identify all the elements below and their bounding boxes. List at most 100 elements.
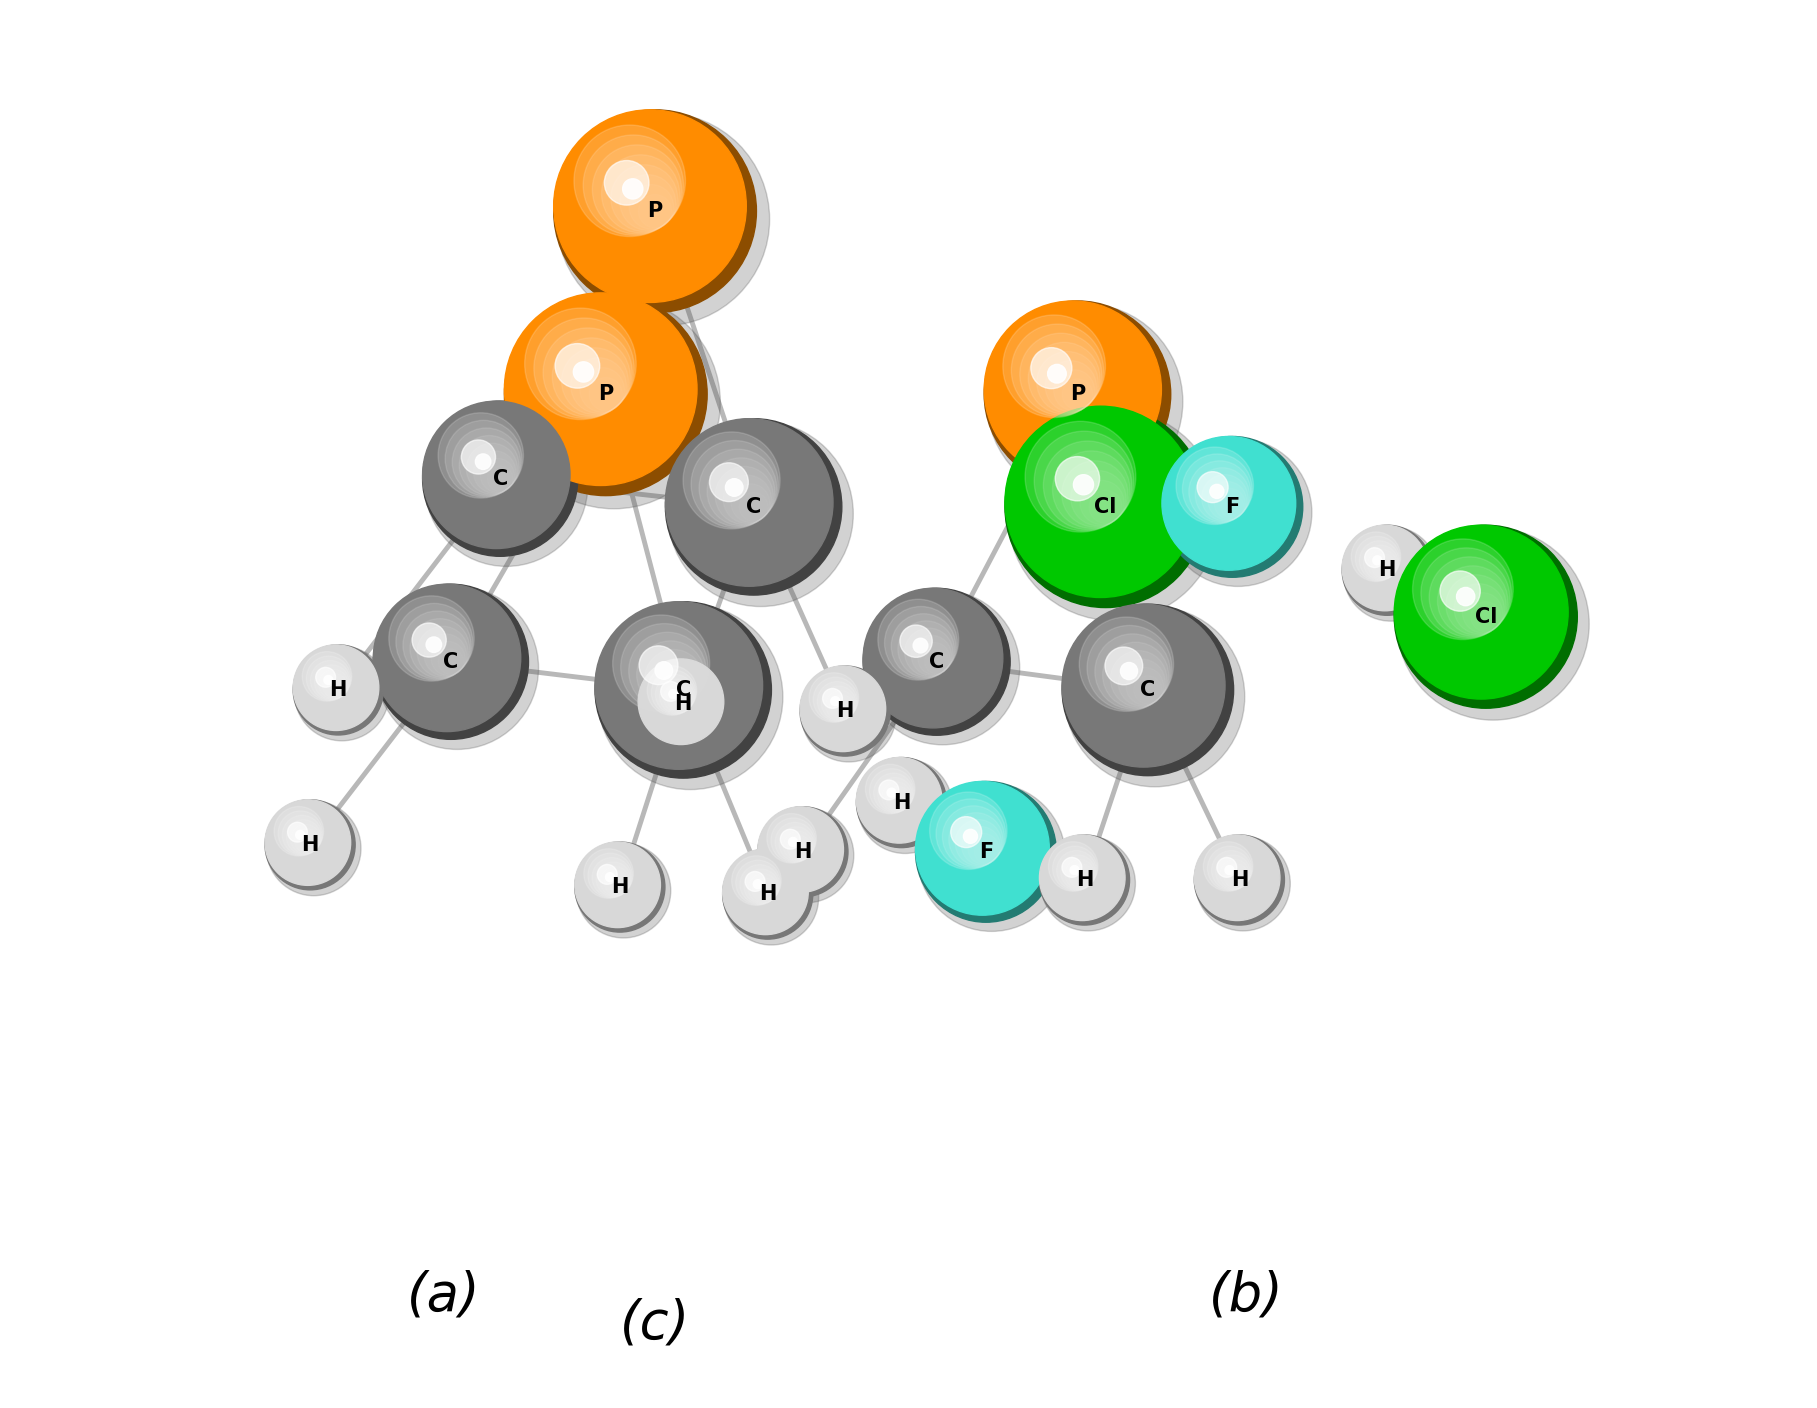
Circle shape xyxy=(640,660,734,755)
Circle shape xyxy=(1068,863,1094,888)
Text: H: H xyxy=(794,842,812,862)
Circle shape xyxy=(452,428,520,496)
Circle shape xyxy=(638,194,672,228)
Circle shape xyxy=(554,110,747,303)
Circle shape xyxy=(534,318,634,418)
Circle shape xyxy=(756,883,776,903)
Circle shape xyxy=(825,690,856,719)
Circle shape xyxy=(411,618,469,679)
Circle shape xyxy=(423,401,578,556)
Circle shape xyxy=(723,849,809,935)
Circle shape xyxy=(1437,566,1508,636)
Circle shape xyxy=(661,681,681,701)
Circle shape xyxy=(838,704,852,718)
Circle shape xyxy=(1441,570,1481,611)
Circle shape xyxy=(543,328,632,417)
Circle shape xyxy=(638,659,723,745)
Circle shape xyxy=(480,459,514,493)
Circle shape xyxy=(1194,835,1279,921)
Circle shape xyxy=(1052,846,1097,891)
Circle shape xyxy=(669,421,854,607)
Circle shape xyxy=(1188,460,1250,522)
Circle shape xyxy=(1225,866,1234,874)
Circle shape xyxy=(592,145,681,234)
Circle shape xyxy=(600,866,630,895)
Circle shape xyxy=(690,441,778,528)
Circle shape xyxy=(1127,667,1163,705)
Text: H: H xyxy=(836,701,854,721)
Circle shape xyxy=(1070,470,1127,527)
Text: (b): (b) xyxy=(1208,1270,1285,1321)
Circle shape xyxy=(709,463,749,501)
Circle shape xyxy=(507,296,720,508)
Circle shape xyxy=(1070,866,1079,874)
Circle shape xyxy=(423,401,571,549)
Circle shape xyxy=(1379,563,1395,577)
Circle shape xyxy=(571,358,627,414)
Circle shape xyxy=(858,759,952,853)
Circle shape xyxy=(574,842,660,928)
Circle shape xyxy=(293,645,378,731)
Circle shape xyxy=(1034,431,1134,531)
Circle shape xyxy=(1394,525,1577,708)
Circle shape xyxy=(1232,873,1246,887)
Circle shape xyxy=(1054,370,1094,411)
Text: F: F xyxy=(1225,497,1239,517)
Circle shape xyxy=(287,819,322,855)
Circle shape xyxy=(885,607,958,679)
Circle shape xyxy=(749,873,778,903)
Circle shape xyxy=(956,819,1001,866)
Circle shape xyxy=(1203,842,1254,891)
Circle shape xyxy=(745,872,765,891)
Circle shape xyxy=(799,666,890,756)
Circle shape xyxy=(1216,855,1250,890)
Circle shape xyxy=(396,604,472,680)
Circle shape xyxy=(823,689,843,708)
Circle shape xyxy=(1045,360,1096,413)
Circle shape xyxy=(925,649,948,674)
Circle shape xyxy=(985,301,1170,487)
Circle shape xyxy=(950,817,981,848)
Circle shape xyxy=(1030,348,1072,389)
Text: Cl: Cl xyxy=(1475,607,1497,627)
Circle shape xyxy=(293,645,383,735)
Circle shape xyxy=(598,604,783,790)
Circle shape xyxy=(416,627,469,677)
Text: C: C xyxy=(928,652,945,672)
Circle shape xyxy=(663,683,694,712)
Circle shape xyxy=(723,849,812,939)
Circle shape xyxy=(1061,857,1081,877)
Circle shape xyxy=(596,862,630,897)
Circle shape xyxy=(943,805,1005,867)
Circle shape xyxy=(1065,859,1094,888)
Circle shape xyxy=(809,673,859,722)
Circle shape xyxy=(899,625,932,658)
Circle shape xyxy=(878,600,959,680)
Circle shape xyxy=(327,679,347,698)
Circle shape xyxy=(1375,559,1395,579)
Circle shape xyxy=(318,669,349,698)
Circle shape xyxy=(669,690,678,698)
Circle shape xyxy=(796,845,810,859)
Text: (a): (a) xyxy=(407,1270,482,1321)
Circle shape xyxy=(1343,525,1432,615)
Circle shape xyxy=(296,831,305,839)
Circle shape xyxy=(1212,850,1252,890)
Circle shape xyxy=(770,818,816,863)
Circle shape xyxy=(620,175,676,231)
Circle shape xyxy=(779,829,799,849)
Circle shape xyxy=(1228,869,1248,888)
Circle shape xyxy=(1038,352,1097,413)
Circle shape xyxy=(1043,441,1132,529)
Circle shape xyxy=(1196,836,1290,931)
Circle shape xyxy=(601,155,680,232)
Text: H: H xyxy=(892,793,910,812)
Circle shape xyxy=(1217,857,1237,877)
Circle shape xyxy=(1087,625,1172,710)
Circle shape xyxy=(856,758,947,848)
Circle shape xyxy=(291,824,320,853)
Circle shape xyxy=(623,179,643,199)
Circle shape xyxy=(611,165,678,232)
Text: Cl: Cl xyxy=(1094,497,1117,517)
Circle shape xyxy=(1368,549,1397,579)
